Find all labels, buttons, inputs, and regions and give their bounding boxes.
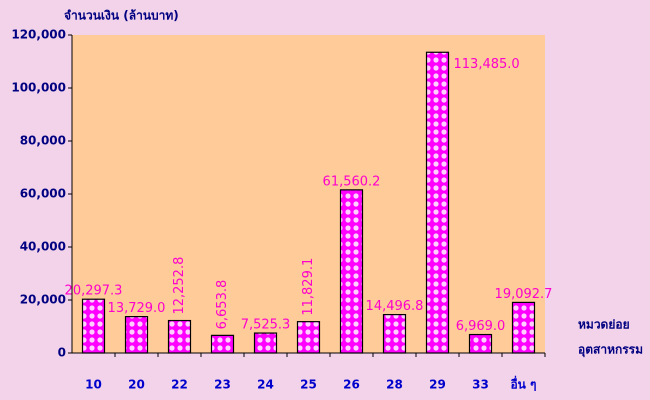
bar — [382, 313, 407, 354]
y-tick-label: 100,000 — [11, 81, 66, 95]
x-axis-title: หมวดย่อย — [578, 318, 630, 332]
y-axis-title: จำนวนเงิน (ล้านบาท) — [64, 9, 179, 23]
data-label: 113,485.0 — [454, 57, 520, 72]
x-tick-label: 33 — [472, 378, 489, 392]
bar — [124, 316, 149, 354]
data-label: 11,829.1 — [301, 258, 316, 316]
y-tick-label: 0 — [58, 346, 66, 360]
bar — [296, 321, 321, 354]
x-axis-title: อุตสาหกรรม — [578, 343, 643, 358]
y-tick-label: 40,000 — [20, 240, 66, 254]
data-label: 7,525.3 — [241, 318, 291, 333]
bar — [253, 332, 278, 354]
bar — [167, 319, 192, 354]
bar — [425, 51, 450, 354]
x-tick-label: 23 — [214, 378, 231, 392]
x-tick-label: 29 — [429, 378, 446, 392]
bar — [210, 334, 235, 354]
bar — [81, 298, 106, 354]
bar — [468, 333, 493, 354]
data-label: 6,653.8 — [215, 280, 230, 330]
data-label: 6,969.0 — [456, 319, 506, 334]
data-label: 61,560.2 — [323, 174, 381, 189]
x-tick-label: 25 — [300, 378, 317, 392]
y-tick-label: 60,000 — [20, 187, 66, 201]
x-tick-label: 28 — [386, 378, 403, 392]
bar — [339, 189, 364, 354]
x-tick-label: อื่น ๆ — [510, 376, 536, 392]
data-label: 12,252.8 — [172, 257, 187, 315]
x-tick-label: 10 — [85, 378, 102, 392]
x-tick-label: 24 — [257, 378, 274, 392]
x-tick-label: 20 — [128, 378, 145, 392]
y-tick-label: 80,000 — [20, 134, 66, 148]
data-label: 20,297.3 — [65, 284, 123, 299]
bar — [511, 301, 536, 354]
x-tick-label: 22 — [171, 378, 188, 392]
plot-area — [72, 35, 545, 353]
data-label: 14,496.8 — [366, 299, 424, 314]
y-tick-label: 120,000 — [11, 28, 66, 42]
data-label: 13,729.0 — [108, 301, 166, 316]
data-label: 19,092.7 — [495, 287, 553, 302]
x-tick-label: 26 — [343, 378, 360, 392]
y-tick-label: 20,000 — [20, 293, 66, 307]
